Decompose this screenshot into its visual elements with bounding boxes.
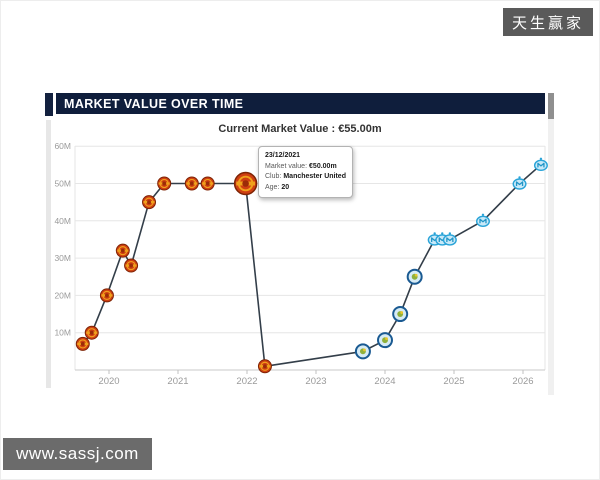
- x-tick-label: 2021: [167, 376, 188, 387]
- data-point-red-crest-icon[interactable]: [200, 176, 215, 191]
- data-point-red-crest-icon[interactable]: [84, 325, 99, 340]
- header-left-accent: [45, 93, 53, 116]
- data-point-light-blue-crest-icon[interactable]: [512, 176, 527, 190]
- data-point-red-crest-icon[interactable]: [157, 176, 172, 191]
- data-point-light-blue-crest-icon[interactable]: [475, 213, 490, 228]
- data-point-red-crest-icon[interactable]: [142, 195, 157, 210]
- x-tick-label: 2020: [98, 376, 119, 387]
- data-point-blue-crest-icon[interactable]: [392, 306, 409, 323]
- data-point-red-crest-icon[interactable]: [184, 176, 199, 191]
- card-left-rail: [46, 120, 51, 388]
- data-point-light-blue-crest-icon[interactable]: [533, 157, 548, 172]
- data-point-red-crest-icon[interactable]: [124, 258, 139, 273]
- x-tick-label: 2022: [236, 376, 257, 387]
- data-point-red-crest-icon[interactable]: [75, 336, 90, 351]
- y-tick-label: 50M: [54, 179, 71, 189]
- data-point-red-crest-icon[interactable]: [115, 243, 130, 258]
- tooltip-date: 23/12/2021: [265, 152, 301, 159]
- tooltip-market-value-label: Market value:: [265, 162, 308, 170]
- x-tick-label: 2023: [305, 376, 326, 387]
- chart-header-bar: MARKET VALUE OVER TIME: [56, 93, 545, 114]
- x-tick-label: 2024: [374, 376, 395, 387]
- tooltip-age: 20: [281, 183, 290, 191]
- data-point-red-crest-icon[interactable]: [257, 359, 272, 374]
- data-point-blue-crest-icon[interactable]: [377, 332, 393, 349]
- scrollbar-track[interactable]: [548, 93, 554, 395]
- tooltip-age-label: Age:: [265, 183, 280, 191]
- watermark: www.sassj.com: [3, 438, 152, 470]
- data-point-red-crest-icon[interactable]: [233, 171, 258, 196]
- chart-title: MARKET VALUE OVER TIME: [64, 96, 244, 111]
- watermark-text: www.sassj.com: [16, 444, 139, 463]
- tooltip-club-label: Club:: [265, 173, 282, 180]
- data-point-red-crest-icon[interactable]: [99, 288, 114, 303]
- site-badge-text: 天生赢家: [511, 14, 584, 32]
- tooltip-market-value: €50.00m: [309, 162, 337, 170]
- site-badge: 天生赢家: [503, 8, 593, 36]
- x-tick-label: 2025: [443, 376, 464, 387]
- y-tick-label: 30M: [54, 253, 71, 263]
- tooltip-club: Manchester United: [283, 173, 346, 180]
- y-tick-label: 10M: [54, 328, 71, 338]
- data-point-light-blue-crest-icon[interactable]: [442, 232, 457, 246]
- data-point-blue-crest-icon[interactable]: [354, 343, 371, 360]
- y-tick-label: 40M: [54, 216, 71, 226]
- data-point-blue-crest-icon[interactable]: [406, 268, 423, 285]
- current-market-value: Current Market Value : €55.00m: [218, 123, 382, 135]
- y-tick-label: 60M: [54, 141, 71, 151]
- chart-tooltip: 23/12/2021 Market value: €50.00m Club: Man…: [258, 146, 353, 198]
- x-tick-label: 2026: [512, 376, 533, 387]
- scrollbar-thumb[interactable]: [548, 93, 554, 119]
- y-tick-label: 20M: [54, 290, 71, 300]
